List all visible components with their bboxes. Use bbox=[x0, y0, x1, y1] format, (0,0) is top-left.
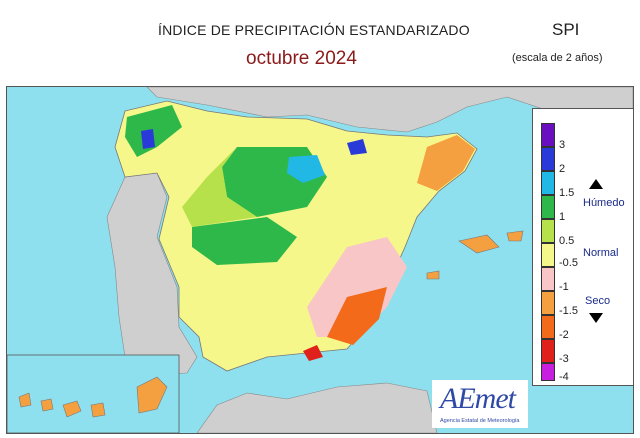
legend-tick: -4 bbox=[559, 371, 569, 383]
wet-arrow-icon bbox=[589, 179, 603, 189]
north-green-zone bbox=[125, 105, 182, 157]
logo-wordmark: AEmet bbox=[440, 382, 516, 415]
legend-swatch bbox=[541, 291, 555, 315]
logo-subtitle: Agencia Estatal de Meteorología bbox=[440, 418, 520, 424]
legend-tick: 1 bbox=[559, 211, 566, 223]
aemet-logo: AEmet Agencia Estatal de Meteorología bbox=[432, 380, 528, 428]
legend-swatch bbox=[541, 315, 555, 339]
legend-swatch bbox=[541, 243, 555, 267]
catalonia-dry-zone bbox=[417, 135, 475, 191]
southeast-dry-zone bbox=[327, 287, 387, 345]
map-area bbox=[6, 86, 634, 434]
legend-swatch bbox=[541, 195, 555, 219]
legend-tick: -1 bbox=[559, 281, 569, 293]
legend-tick: 1.5 bbox=[559, 187, 575, 199]
dry-arrow-icon bbox=[589, 313, 603, 323]
legend-dry-label: Seco bbox=[585, 295, 611, 307]
west-green-zone bbox=[192, 217, 297, 265]
legend-swatch bbox=[541, 219, 555, 243]
legend-swatch bbox=[541, 171, 555, 195]
legend-normal-label: Normal bbox=[583, 247, 619, 259]
legend: 3 2 1.5 1 0.5 -0.5 -1 -1.5 -2 -3 -4 Húme… bbox=[532, 108, 634, 386]
legend-tick: -0.5 bbox=[559, 257, 578, 269]
legend-tick: 3 bbox=[559, 139, 566, 151]
wet-spot-northwest bbox=[141, 129, 155, 149]
south-dry-spot bbox=[303, 345, 323, 361]
index-name: SPI bbox=[552, 20, 580, 39]
balearic-islands bbox=[426, 230, 524, 280]
wet-spot-north bbox=[287, 155, 325, 183]
light-green-zone bbox=[182, 147, 257, 227]
legend-tick: 0.5 bbox=[559, 235, 575, 247]
legend-wet-label: Húmedo bbox=[583, 197, 625, 209]
legend-tick: -1.5 bbox=[559, 305, 578, 317]
legend-swatch bbox=[541, 339, 555, 363]
portugal-land bbox=[106, 172, 198, 376]
east-dry-zone bbox=[307, 237, 407, 337]
map-title: ÍNDICE DE PRECIPITACIÓN ESTANDARIZADO bbox=[158, 22, 470, 38]
legend-swatch bbox=[541, 123, 555, 147]
canary-islands bbox=[18, 376, 168, 418]
map-period: octubre 2024 bbox=[246, 48, 357, 69]
legend-swatch bbox=[541, 267, 555, 291]
africa-land bbox=[196, 382, 438, 433]
legend-tick: -2 bbox=[559, 329, 569, 341]
scale-note: (escala de 2 años) bbox=[512, 52, 603, 64]
legend-tick: -3 bbox=[559, 353, 569, 365]
wet-spot-northeast bbox=[347, 139, 367, 155]
legend-tick: 2 bbox=[559, 163, 566, 175]
legend-swatch bbox=[541, 147, 555, 171]
map-svg bbox=[7, 87, 633, 433]
legend-swatch bbox=[541, 363, 555, 381]
